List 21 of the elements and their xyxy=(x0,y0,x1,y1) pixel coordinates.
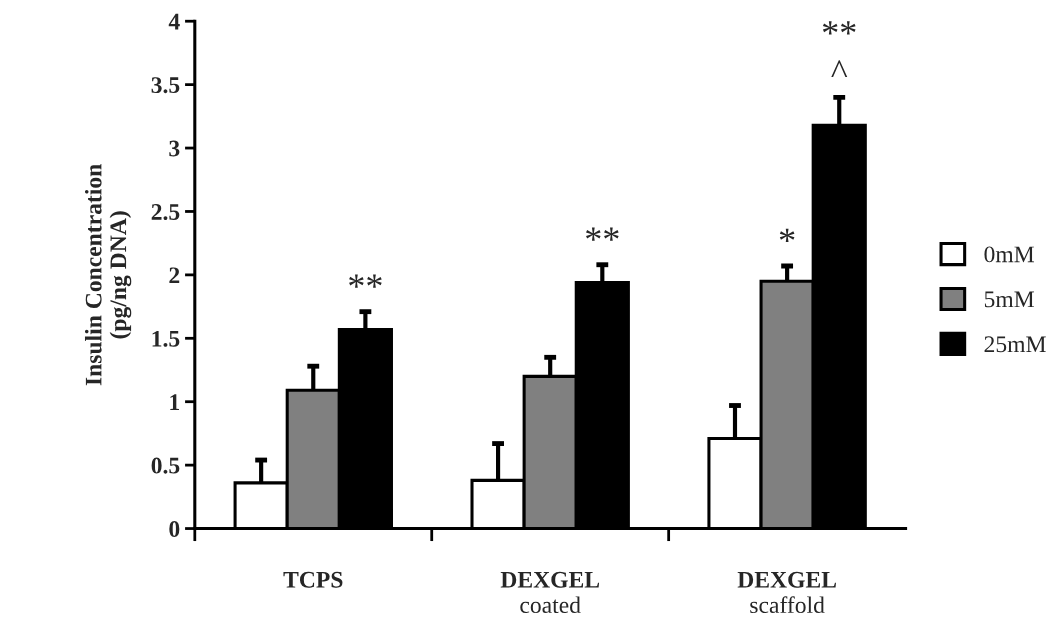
x-tick-label: TCPS xyxy=(283,571,343,588)
y-tick-label: 0.5 xyxy=(151,457,180,474)
y-tick-label: 4 xyxy=(168,13,180,30)
legend-label: 25mM xyxy=(984,336,1046,353)
y-tick-label: 2.5 xyxy=(151,204,180,220)
y-tick-label: 0 xyxy=(169,521,180,537)
y-tick-label: 1 xyxy=(170,394,179,410)
annotation: * xyxy=(779,228,795,243)
y-tick-label: 3.5 xyxy=(151,77,180,94)
annotation: ^ xyxy=(831,60,848,77)
annotation: ** xyxy=(822,21,856,35)
x-tick-label: DEXGEL scaffold xyxy=(737,571,836,614)
annotation: ** xyxy=(586,227,619,241)
y-tick-label: 3 xyxy=(169,140,180,157)
y-axis-title: Insulin Concentration (pg/ng DNA) xyxy=(84,164,132,386)
legend-label: 0mM xyxy=(984,246,1035,263)
annotation: ** xyxy=(349,274,382,288)
y-tick-label: 1.5 xyxy=(152,330,180,347)
y-tick-label: 2 xyxy=(169,267,180,284)
x-tick-label: DEXGEL coated xyxy=(500,571,600,614)
legend-label: 5mM xyxy=(984,291,1035,308)
